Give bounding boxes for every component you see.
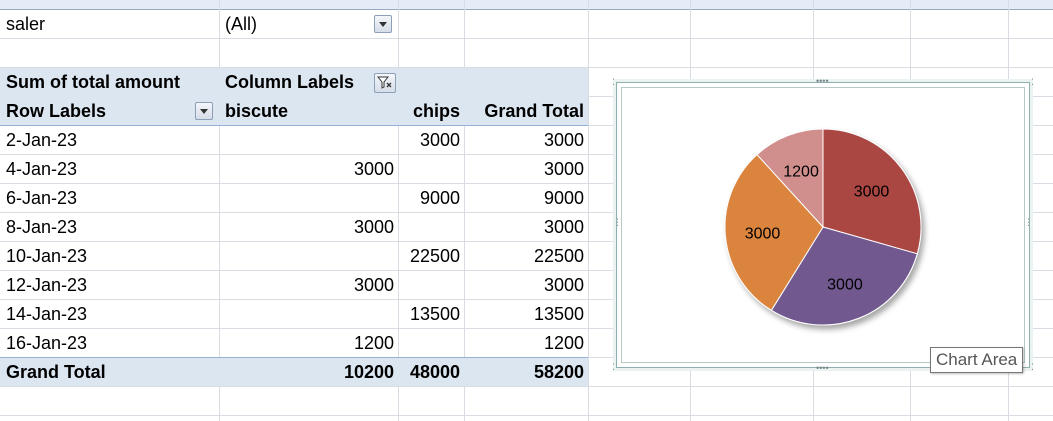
row-label[interactable]: 10-Jan-23: [6, 246, 88, 266]
pie-data-label: 1200: [783, 163, 819, 180]
chevron-down-icon: [379, 22, 387, 27]
row-total[interactable]: 1200: [543, 333, 584, 353]
grand-total-band: [0, 358, 588, 386]
row-label[interactable]: 4-Jan-23: [6, 159, 78, 179]
row-biscute[interactable]: [219, 126, 398, 155]
column-filter-button[interactable]: [374, 73, 396, 93]
row-biscute[interactable]: [219, 242, 398, 271]
filter-funnel-icon: [377, 76, 392, 89]
column-header-biscute: biscute: [225, 101, 289, 121]
row-total[interactable]: 3000: [543, 217, 584, 237]
row-total[interactable]: 3000: [543, 275, 584, 295]
row-biscute[interactable]: 3000: [353, 217, 394, 237]
resize-handle-left[interactable]: ⋮: [613, 217, 622, 227]
pivot-row-labels: Row Labels: [6, 101, 107, 121]
pie-data-label: 3000: [827, 277, 863, 294]
row-chips[interactable]: 9000: [419, 188, 460, 208]
row-biscute[interactable]: [219, 184, 398, 213]
column-header-grand-total: Grand Total: [484, 101, 584, 121]
row-label[interactable]: 14-Jan-23: [6, 304, 88, 324]
resize-handle-bottom-left[interactable]: ⁚: [612, 362, 615, 372]
row-chips[interactable]: 13500: [409, 304, 460, 324]
resize-handle-right[interactable]: ⋮: [1024, 217, 1033, 227]
resize-handle-top-left[interactable]: ⁚: [612, 77, 615, 87]
row-label[interactable]: 6-Jan-23: [6, 188, 78, 208]
row-labels-dropdown-button[interactable]: [195, 102, 213, 120]
row-total[interactable]: 13500: [533, 304, 584, 324]
grand-total-biscute: 10200: [343, 362, 394, 382]
pie-chart-area[interactable]: •••• •••• ⋮ ⋮ ⁚ ⁚ ⁚ ⁚ 3000 3000 3000 1200: [612, 77, 1034, 373]
plot-area: [621, 87, 1025, 363]
pie-slice[interactable]: [756, 128, 824, 229]
chevron-down-icon: [200, 109, 208, 114]
row-label[interactable]: 12-Jan-23: [6, 275, 88, 295]
row-total[interactable]: 9000: [543, 188, 584, 208]
resize-handle-top[interactable]: ••••: [816, 76, 829, 86]
row-biscute[interactable]: 1200: [353, 333, 394, 353]
row-label[interactable]: 8-Jan-23: [6, 217, 78, 237]
chart-area-tooltip: Chart Area: [930, 347, 1024, 373]
row-total[interactable]: 3000: [543, 130, 584, 150]
filter-dropdown-button[interactable]: [374, 15, 392, 33]
pie-chart: 3000 3000 3000 1200: [724, 128, 922, 326]
pie-slice[interactable]: [724, 153, 824, 312]
grand-total-total: 58200: [533, 362, 584, 382]
row-chips[interactable]: [398, 155, 464, 184]
grand-total-chips: 48000: [409, 362, 460, 382]
grand-total-label: Grand Total: [6, 362, 106, 382]
column-header-strip[interactable]: [0, 0, 1053, 10]
pivot-header-band: [0, 68, 588, 125]
resize-handle-bottom[interactable]: ••••: [816, 363, 829, 373]
column-header-chips: chips: [412, 101, 460, 121]
row-chips[interactable]: 3000: [419, 130, 460, 150]
row-biscute[interactable]: 3000: [353, 159, 394, 179]
pivot-column-labels: Column Labels: [225, 72, 355, 92]
pie-data-label: 3000: [745, 226, 781, 243]
row-total[interactable]: 22500: [533, 246, 584, 266]
row-chips[interactable]: 22500: [409, 246, 460, 266]
resize-handle-bottom-right[interactable]: ⁚: [1031, 362, 1034, 372]
resize-handle-top-right[interactable]: ⁚: [1031, 77, 1034, 87]
filter-value[interactable]: (All): [225, 14, 257, 34]
row-total[interactable]: 3000: [543, 159, 584, 179]
row-biscute[interactable]: 3000: [353, 275, 394, 295]
row-chips[interactable]: [398, 213, 464, 242]
pie-data-label: 3000: [854, 183, 890, 200]
row-chips[interactable]: [398, 329, 464, 358]
row-biscute[interactable]: [219, 300, 398, 329]
filter-label: saler: [6, 14, 46, 34]
row-label[interactable]: 2-Jan-23: [6, 130, 78, 150]
row-label[interactable]: 16-Jan-23: [6, 333, 88, 353]
row-chips[interactable]: [398, 271, 464, 300]
pivot-value-header: Sum of total amount: [6, 72, 180, 92]
pie-slice[interactable]: [822, 128, 922, 255]
